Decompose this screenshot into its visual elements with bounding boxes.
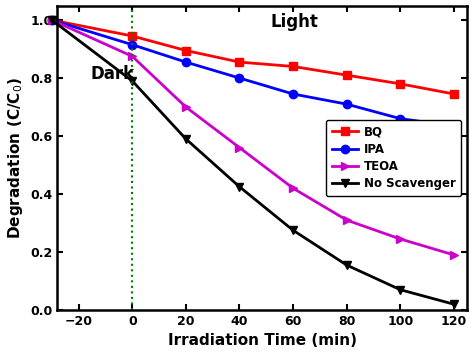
BQ (129, 34, 135, 38)
IPA (237, 76, 242, 80)
TEOA (398, 237, 403, 241)
IPA (49, 18, 55, 22)
X-axis label: Irradiation Time (min): Irradiation Time (min) (168, 333, 357, 348)
TEOA (129, 54, 135, 58)
TEOA (183, 105, 189, 109)
BQ (49, 18, 55, 22)
No Scavenger (129, 79, 135, 83)
No Scavenger (290, 228, 296, 233)
TEOA (237, 145, 242, 150)
TEOA (49, 18, 55, 22)
IPA (398, 116, 403, 121)
No Scavenger (451, 302, 457, 306)
BQ (451, 92, 457, 96)
No Scavenger (237, 185, 242, 189)
No Scavenger (344, 263, 349, 267)
Text: Light: Light (271, 13, 319, 31)
IPA (344, 102, 349, 106)
IPA (129, 42, 135, 47)
IPA (451, 124, 457, 128)
Line: IPA: IPA (48, 16, 458, 130)
Y-axis label: Degradation (C/C$_0$): Degradation (C/C$_0$) (6, 77, 25, 239)
No Scavenger (49, 18, 55, 22)
Line: TEOA: TEOA (48, 16, 458, 259)
Line: No Scavenger: No Scavenger (48, 16, 458, 308)
TEOA (344, 218, 349, 222)
BQ (237, 60, 242, 64)
BQ (183, 48, 189, 53)
Text: Dark: Dark (90, 65, 134, 82)
TEOA (451, 253, 457, 257)
No Scavenger (398, 287, 403, 292)
Legend: BQ, IPA, TEOA, No Scavenger: BQ, IPA, TEOA, No Scavenger (326, 120, 461, 196)
BQ (290, 64, 296, 69)
IPA (183, 60, 189, 64)
No Scavenger (183, 137, 189, 141)
IPA (290, 92, 296, 96)
TEOA (290, 186, 296, 190)
BQ (398, 82, 403, 86)
Line: BQ: BQ (48, 16, 458, 98)
BQ (344, 73, 349, 77)
